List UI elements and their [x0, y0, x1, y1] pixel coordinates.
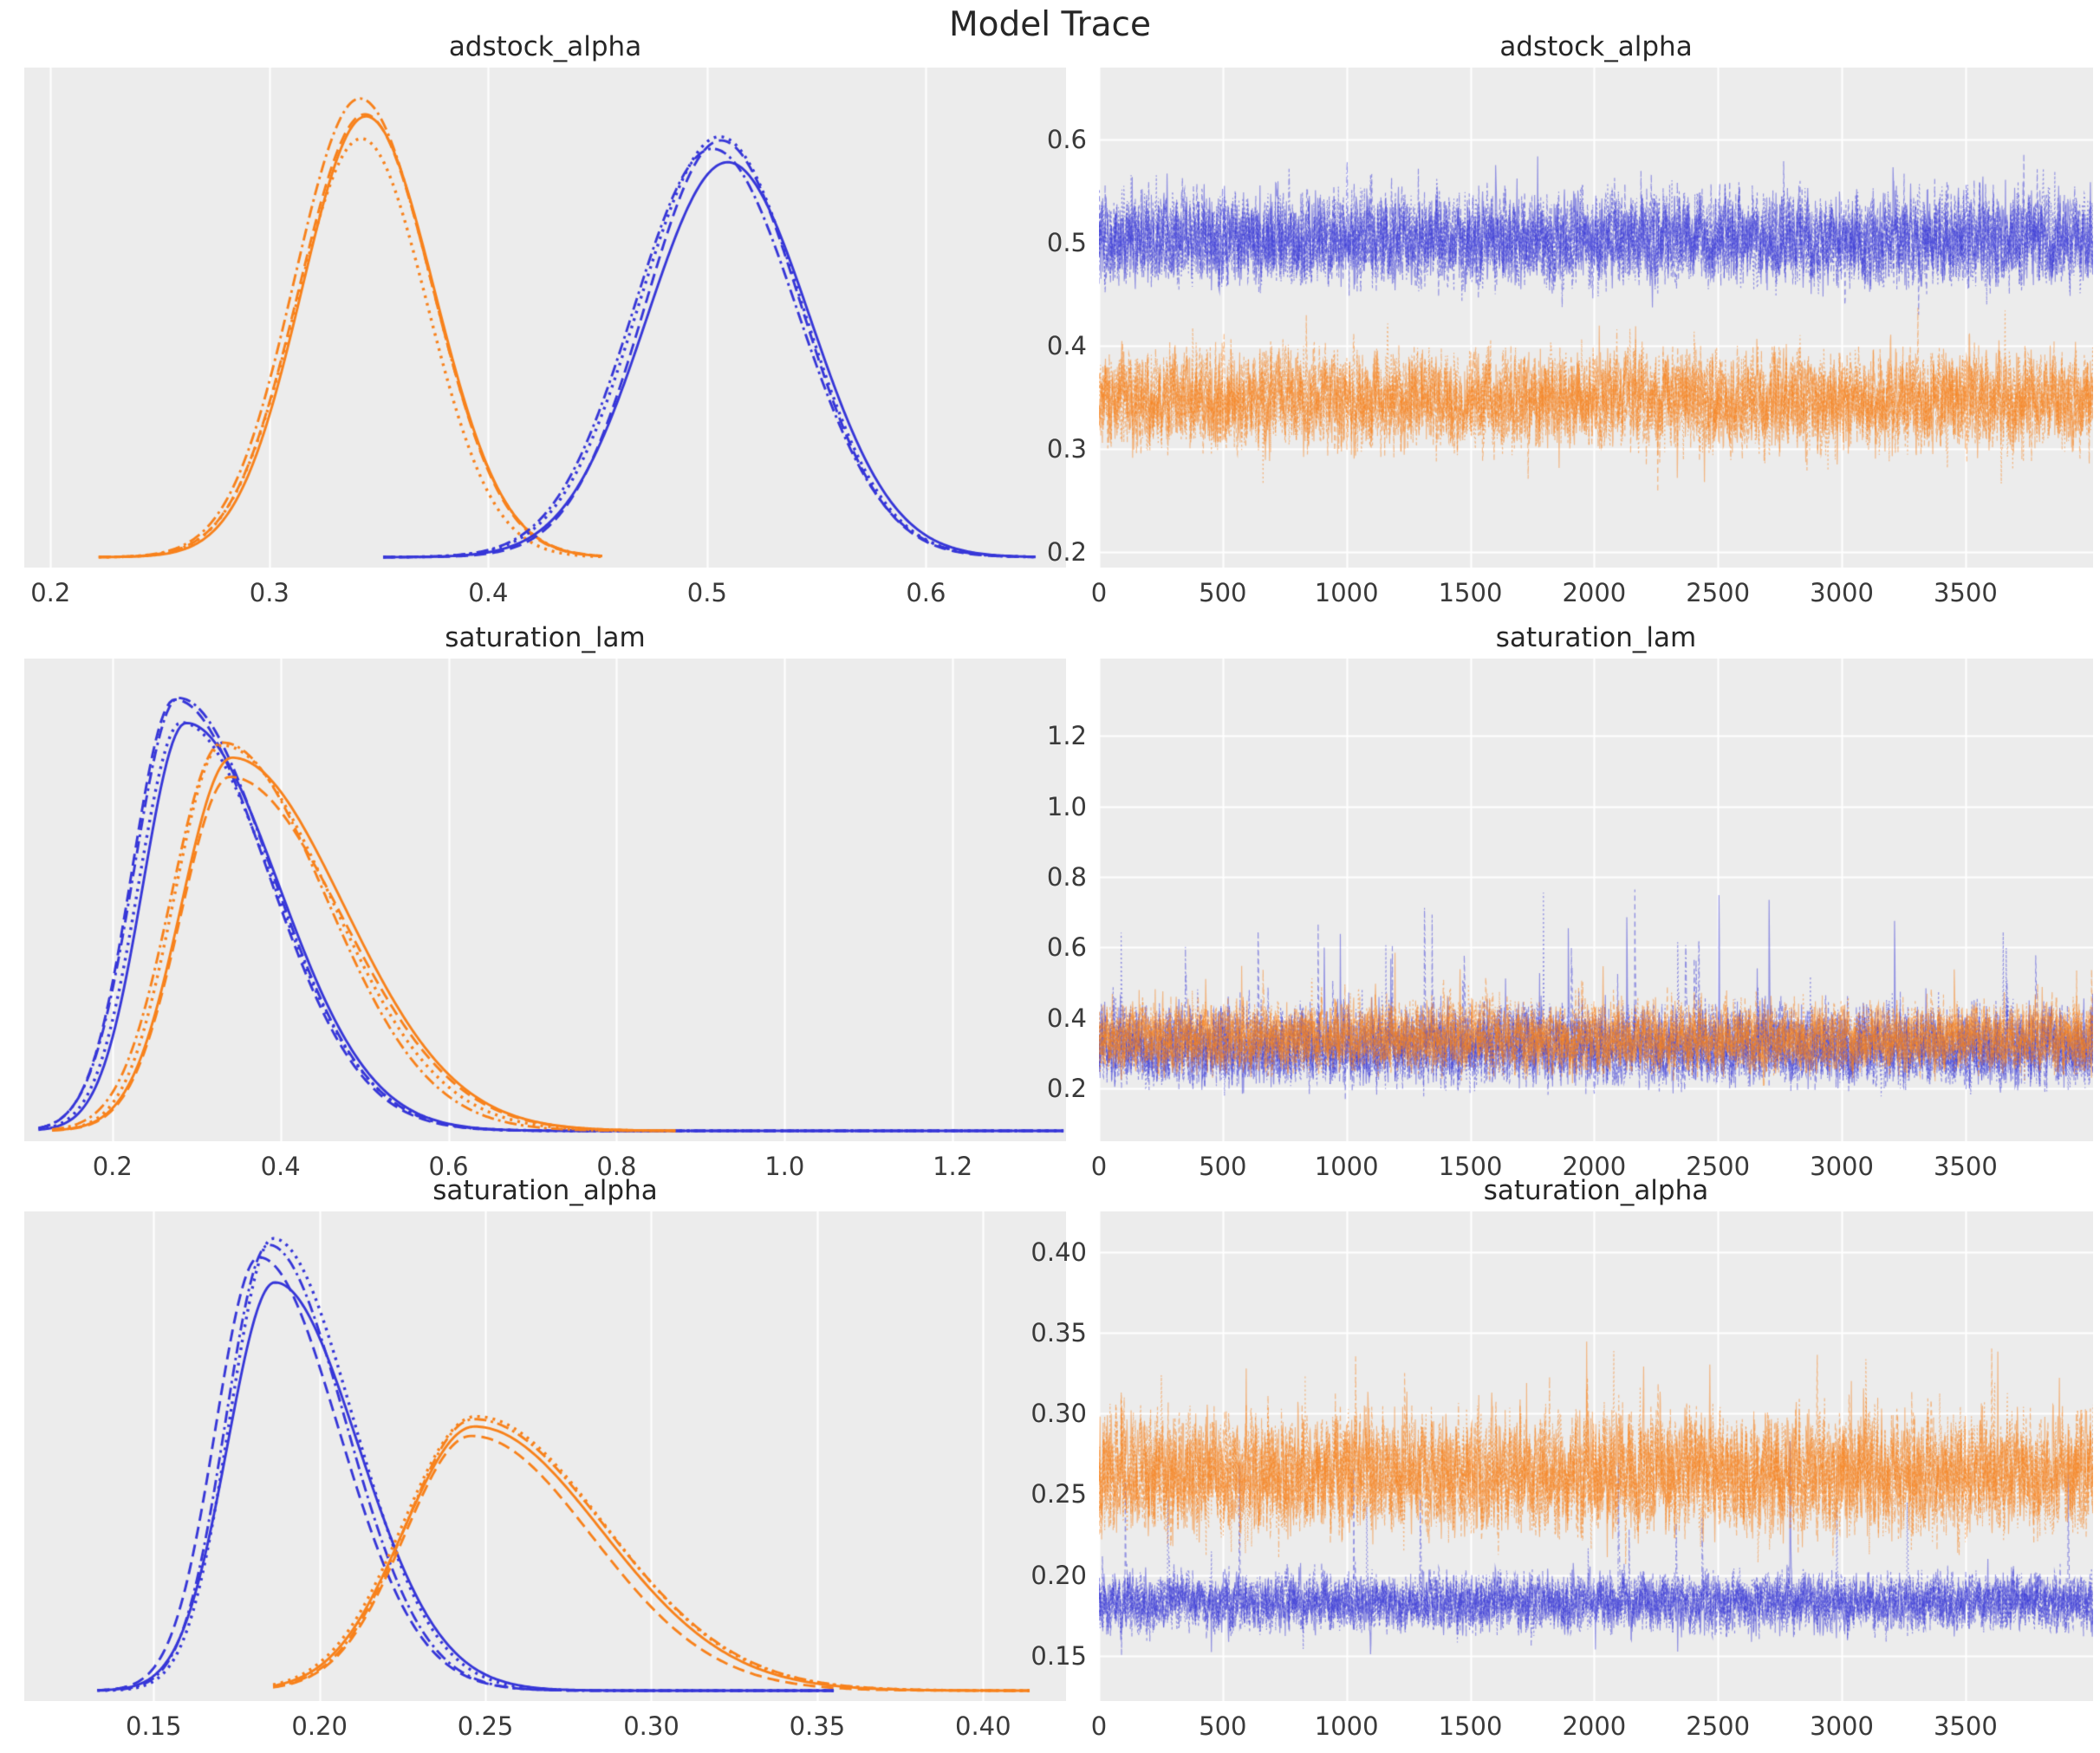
- x-tick-label: 1500: [1438, 1152, 1503, 1181]
- y-tick-label: 0.6: [1046, 125, 1087, 155]
- y-tick-label: 0.2: [1046, 1074, 1087, 1103]
- x-tick-label: 3500: [1933, 578, 1998, 607]
- x-tick-label: 1000: [1314, 1711, 1379, 1741]
- x-tick-label: 2000: [1562, 1711, 1627, 1741]
- x-tick-label: 3500: [1933, 1711, 1998, 1741]
- x-tick-label: 500: [1199, 578, 1247, 607]
- x-tick-label: 2500: [1686, 1152, 1751, 1181]
- x-tick-label: 0.3: [249, 578, 289, 607]
- trace-canvas-saturation_alpha: [1099, 1211, 2093, 1701]
- panel-title-saturation_lam: saturation_lam: [445, 622, 646, 653]
- x-tick-label: 1000: [1314, 578, 1379, 607]
- x-tick-label: 1500: [1438, 578, 1503, 607]
- kde-canvas-adstock_alpha: [24, 68, 1066, 568]
- x-tick-label: 0: [1090, 578, 1108, 607]
- x-tick-label: 3000: [1810, 578, 1874, 607]
- x-tick-label: 0.40: [955, 1711, 1011, 1741]
- y-tick-label: 0.15: [1030, 1640, 1087, 1671]
- x-tick-label: 0.6: [906, 578, 946, 607]
- y-tick-label: 0.40: [1030, 1237, 1087, 1267]
- trace-canvas-adstock_alpha: [1099, 68, 2093, 568]
- x-tick-label: 0.35: [789, 1711, 846, 1741]
- y-tick-label: 1.2: [1046, 721, 1087, 751]
- panel-title-saturation_lam: saturation_lam: [1495, 622, 1697, 653]
- x-tick-label: 2000: [1562, 1152, 1627, 1181]
- y-tick-label: 0.30: [1030, 1399, 1087, 1429]
- y-tick-label: 0.2: [1046, 537, 1087, 568]
- x-tick-label: 500: [1199, 1152, 1247, 1181]
- x-tick-label: 0.25: [457, 1711, 514, 1741]
- y-tick-label: 0.4: [1046, 1003, 1087, 1033]
- figure-title: Model Trace: [949, 5, 1151, 44]
- x-tick-label: 1.2: [933, 1152, 973, 1181]
- x-tick-label: 2000: [1562, 578, 1627, 607]
- x-tick-label: 1.0: [764, 1152, 805, 1181]
- y-tick-label: 0.8: [1046, 862, 1087, 893]
- y-tick-label: 0.4: [1046, 331, 1087, 361]
- x-tick-label: 0.2: [92, 1152, 133, 1181]
- kde-canvas-saturation_lam: [24, 659, 1066, 1141]
- x-tick-label: 0.5: [686, 578, 727, 607]
- y-tick-label: 0.35: [1030, 1317, 1087, 1347]
- panel-title-saturation_alpha: saturation_alpha: [1483, 1175, 1709, 1206]
- y-tick-label: 0.25: [1030, 1479, 1087, 1510]
- kde-canvas-saturation_alpha: [24, 1211, 1066, 1701]
- x-tick-label: 0.4: [468, 578, 509, 607]
- y-tick-label: 1.0: [1046, 791, 1087, 821]
- x-tick-label: 0.8: [596, 1152, 637, 1181]
- x-tick-label: 0: [1090, 1152, 1108, 1181]
- panel-title-saturation_alpha: saturation_alpha: [432, 1175, 658, 1206]
- x-tick-label: 500: [1199, 1711, 1247, 1741]
- x-tick-label: 2500: [1686, 1711, 1751, 1741]
- x-tick-label: 3000: [1810, 1711, 1874, 1741]
- y-tick-label: 0.3: [1046, 434, 1087, 464]
- x-tick-label: 0.20: [291, 1711, 348, 1741]
- x-tick-label: 0.30: [623, 1711, 679, 1741]
- panel-title-adstock_alpha: adstock_alpha: [1499, 31, 1693, 62]
- y-tick-label: 0.5: [1046, 228, 1087, 258]
- x-tick-label: 0: [1090, 1711, 1108, 1741]
- x-tick-label: 3000: [1810, 1152, 1874, 1181]
- x-tick-label: 0.2: [30, 578, 71, 607]
- x-tick-label: 2500: [1686, 578, 1751, 607]
- y-tick-label: 0.6: [1046, 932, 1087, 963]
- x-tick-label: 0.6: [428, 1152, 469, 1181]
- x-tick-label: 0.4: [260, 1152, 301, 1181]
- trace-canvas-saturation_lam: [1099, 659, 2093, 1141]
- y-tick-label: 0.20: [1030, 1560, 1087, 1590]
- x-tick-label: 0.15: [125, 1711, 182, 1741]
- panel-title-adstock_alpha: adstock_alpha: [448, 31, 642, 62]
- x-tick-label: 1000: [1314, 1152, 1379, 1181]
- x-tick-label: 1500: [1438, 1711, 1503, 1741]
- x-tick-label: 3500: [1933, 1152, 1998, 1181]
